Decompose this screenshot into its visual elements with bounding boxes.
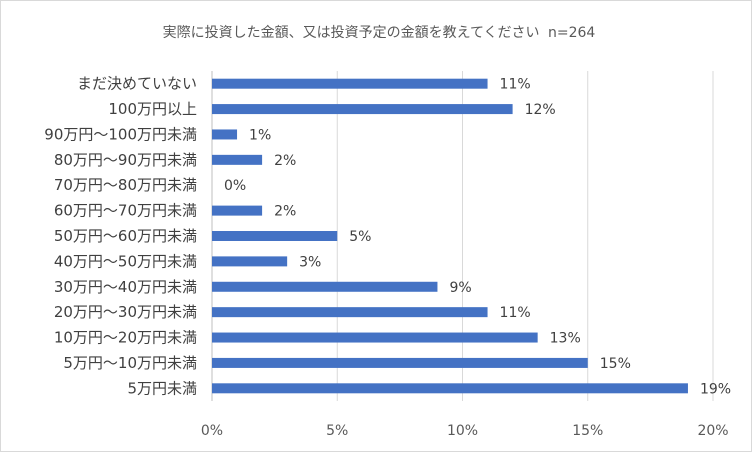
- chart-title-main: 実際に投資した金額、又は投資予定の金額を教えてください: [163, 25, 540, 41]
- value-label: 13%: [550, 331, 581, 347]
- value-label: 11%: [500, 305, 531, 321]
- value-label: 1%: [249, 127, 271, 143]
- x-tick-label: 15%: [572, 423, 603, 439]
- bar: [212, 357, 588, 368]
- category-label: 50万円～60万円未満: [54, 227, 197, 245]
- bar: [212, 256, 288, 267]
- category-label: まだ決めていない: [77, 75, 197, 93]
- x-tick-label: 0%: [201, 423, 223, 439]
- bars: [212, 78, 688, 394]
- labels: 0% 5% 10% 15% 20% まだ決めていない 11% 100万円以上 12% 90万円～1…: [44, 75, 731, 439]
- bar: [212, 307, 488, 318]
- category-label: 20万円～30万円未満: [54, 303, 197, 321]
- bar: [212, 383, 688, 394]
- value-label: 2%: [274, 204, 296, 220]
- chart-title: 実際に投資した金額、又は投資予定の金額を教えてください n=264: [163, 25, 596, 41]
- category-label: 60万円～70万円未満: [54, 202, 197, 220]
- bar: [212, 281, 438, 292]
- value-label: 9%: [449, 280, 471, 296]
- category-label: 30万円～40万円未満: [54, 278, 197, 296]
- category-label: 100万円以上: [108, 100, 197, 118]
- bar: [212, 104, 513, 115]
- value-label: 19%: [700, 381, 731, 397]
- chart-sample-size: n=264: [548, 25, 595, 41]
- value-label: 15%: [600, 356, 631, 372]
- category-label: 10万円～20万円未満: [54, 329, 197, 347]
- bar: [212, 129, 238, 140]
- value-label: 5%: [349, 229, 371, 245]
- category-label: 40万円～50万円未満: [54, 252, 197, 270]
- category-label: 5万円～10万円未満: [63, 354, 197, 372]
- category-label: 90万円～100万円未満: [44, 125, 197, 143]
- bar: [212, 78, 488, 89]
- category-label: 80万円～90万円未満: [54, 151, 197, 169]
- bar: [212, 332, 538, 343]
- bar: [212, 205, 263, 216]
- category-label: 70万円～80万円未満: [54, 176, 197, 194]
- value-label: 0%: [224, 178, 246, 194]
- category-label: 5万円未満: [127, 379, 197, 397]
- value-label: 2%: [274, 153, 296, 169]
- bar: [212, 154, 263, 165]
- value-label: 3%: [299, 254, 321, 270]
- bar: [212, 231, 338, 241]
- x-tick-label: 10%: [447, 423, 478, 439]
- value-label: 11%: [500, 77, 531, 93]
- x-tick-label: 20%: [697, 423, 728, 439]
- x-tick-label: 5%: [326, 423, 348, 439]
- value-label: 12%: [525, 102, 556, 118]
